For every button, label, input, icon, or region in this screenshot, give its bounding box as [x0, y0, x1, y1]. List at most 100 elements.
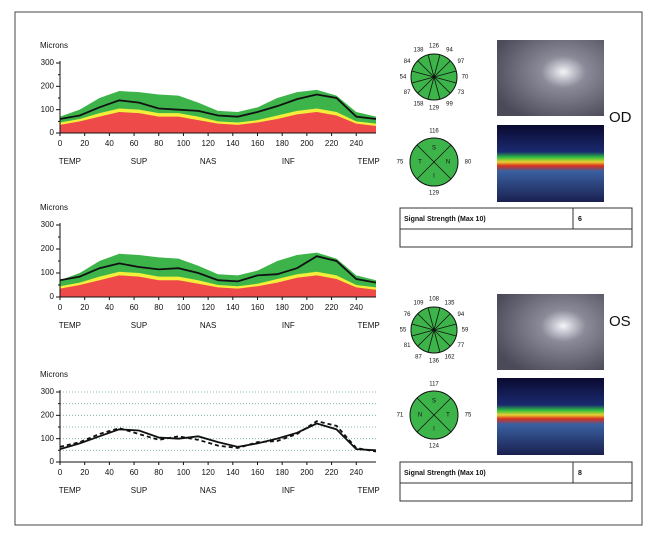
oct-scan: [497, 125, 604, 202]
y-tick-label: 100: [41, 434, 55, 443]
x-tick-label: 60: [130, 468, 139, 477]
y-axis-label: Microns: [40, 203, 68, 212]
y-tick-label: 200: [41, 244, 55, 253]
x-tick-label: 200: [300, 139, 314, 148]
clock-value: 162: [444, 354, 455, 360]
sector-label: SUP: [131, 157, 147, 166]
clock-value: 129: [429, 106, 440, 112]
table-row: [400, 483, 632, 501]
clock-value: 73: [458, 90, 465, 96]
y-tick-label: 0: [50, 457, 55, 466]
clock-value: 138: [413, 48, 424, 54]
y-tick-label: 200: [41, 410, 55, 419]
clock-value: 77: [458, 343, 465, 349]
signal-label: Signal Strength (Max 10): [404, 216, 486, 223]
quadrant-value: 129: [429, 191, 440, 197]
clock-value: 94: [446, 48, 453, 54]
clock-value: 54: [400, 75, 407, 81]
x-tick-label: 0: [58, 303, 63, 312]
x-tick-label: 140: [226, 468, 240, 477]
fundus-image: [497, 294, 604, 370]
oct-scan: [497, 378, 604, 455]
y-tick-label: 300: [41, 58, 55, 67]
y-axis-label: Microns: [40, 370, 68, 379]
clock-value: 135: [444, 301, 455, 307]
x-tick-label: 80: [154, 139, 163, 148]
sector-label: SUP: [131, 486, 147, 495]
quadrant-letter: S: [432, 399, 436, 405]
y-tick-label: 200: [41, 81, 55, 90]
y-tick-label: 100: [41, 105, 55, 114]
quadrant-value: 116: [429, 129, 439, 135]
clock-value: 94: [458, 312, 465, 318]
sector-label: NAS: [200, 157, 216, 166]
x-tick-label: 20: [80, 468, 89, 477]
x-tick-label: 160: [251, 468, 265, 477]
x-tick-label: 220: [325, 139, 339, 148]
quadrant-value: 75: [397, 160, 404, 166]
y-tick-label: 300: [41, 387, 55, 396]
clock-value: 87: [404, 90, 411, 96]
quadrant-value: 80: [465, 160, 472, 166]
sector-label: TEMP: [59, 157, 81, 166]
x-tick-label: 60: [130, 139, 139, 148]
x-tick-label: 80: [154, 468, 163, 477]
x-tick-label: 120: [201, 468, 215, 477]
x-tick-label: 100: [177, 139, 191, 148]
eye-label: OS: [609, 313, 631, 330]
eye-label: OD: [609, 109, 632, 126]
x-tick-label: 20: [80, 303, 89, 312]
x-tick-label: 220: [325, 303, 339, 312]
quadrant-value: 117: [429, 382, 439, 388]
sector-label: INF: [282, 486, 295, 495]
signal-value: 8: [578, 470, 582, 477]
clock-value: 81: [404, 343, 411, 349]
x-tick-label: 200: [300, 303, 314, 312]
sector-label: SUP: [131, 321, 147, 330]
sector-label: TEMP: [357, 321, 379, 330]
x-tick-label: 40: [105, 139, 114, 148]
sector-label: INF: [282, 157, 295, 166]
x-tick-label: 180: [276, 303, 290, 312]
y-tick-label: 0: [50, 128, 55, 137]
clock-value: 84: [404, 59, 411, 65]
x-tick-label: 60: [130, 303, 139, 312]
clock-value: 136: [429, 359, 440, 365]
x-tick-label: 120: [201, 303, 215, 312]
clock-value: 76: [404, 312, 411, 318]
x-tick-label: 180: [276, 139, 290, 148]
x-tick-label: 20: [80, 139, 89, 148]
y-axis-label: Microns: [40, 41, 68, 50]
clock-value: 87: [415, 354, 422, 360]
clock-value: 99: [446, 101, 453, 107]
x-tick-label: 160: [251, 303, 265, 312]
sector-label: TEMP: [357, 486, 379, 495]
x-tick-label: 0: [58, 139, 63, 148]
x-tick-label: 80: [154, 303, 163, 312]
sector-label: TEMP: [59, 486, 81, 495]
x-tick-label: 240: [350, 303, 364, 312]
report: Microns010020030002040608010012014016018…: [0, 0, 657, 535]
clock-value: 126: [429, 44, 440, 50]
quadrant-value: 75: [465, 413, 472, 419]
quadrant-letter: N: [446, 160, 450, 166]
signal-value: 6: [578, 216, 582, 223]
page: {"chart_data": [ {"type": "area", "ylabe…: [0, 0, 657, 535]
sector-label: INF: [282, 321, 295, 330]
sector-label: TEMP: [357, 157, 379, 166]
x-tick-label: 40: [105, 303, 114, 312]
sector-label: NAS: [200, 321, 216, 330]
quadrant-letter: T: [446, 413, 450, 419]
y-tick-label: 300: [41, 220, 55, 229]
clock-value: 70: [462, 75, 469, 81]
fundus-image: [497, 40, 604, 116]
x-tick-label: 100: [177, 303, 191, 312]
x-tick-label: 200: [300, 468, 314, 477]
y-tick-label: 0: [50, 292, 55, 301]
y-tick-label: 100: [41, 268, 55, 277]
x-tick-label: 40: [105, 468, 114, 477]
sector-label: TEMP: [59, 321, 81, 330]
signal-label: Signal Strength (Max 10): [404, 470, 486, 477]
quadrant-value: 71: [397, 413, 404, 419]
clock-value: 55: [400, 328, 407, 334]
